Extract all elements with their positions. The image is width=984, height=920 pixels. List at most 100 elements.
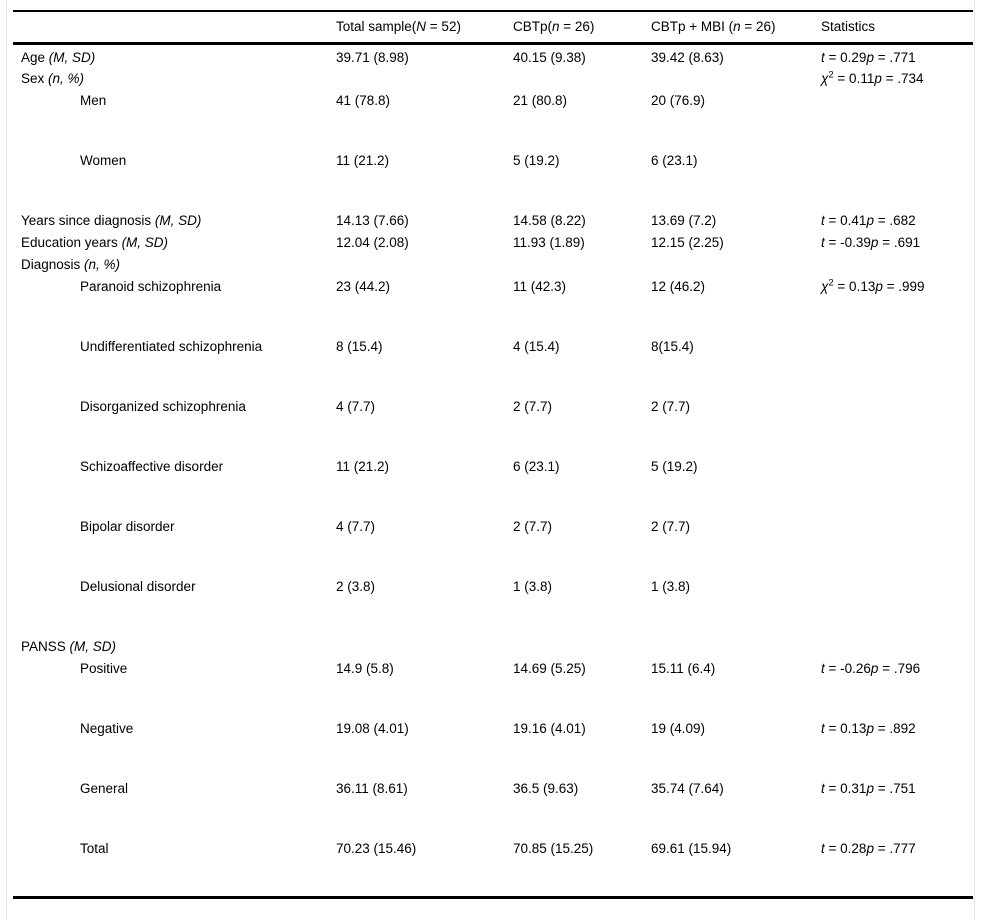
cell-total-sample: 8 (15.4)	[336, 338, 383, 354]
cell-total-sample: 2 (3.8)	[336, 578, 376, 594]
cell-cbtp-mbi: 5 (19.2)	[651, 458, 698, 474]
header-total-sample-n: N	[416, 19, 427, 35]
table-row-sex: Sex (n, %) χ2 = 0.11p = .734	[13, 66, 973, 88]
stat-p-value: = .999	[882, 278, 925, 294]
row-label: Undifferentiated schizophrenia	[13, 334, 335, 394]
row-label-paren: (M, SD)	[121, 234, 169, 250]
stat-value: = -0.26	[824, 660, 871, 676]
cell-cbtp-mbi	[650, 634, 820, 656]
row-label: Age (M, SD)	[13, 43, 335, 66]
row-label-paren: (n, %)	[84, 256, 121, 272]
cell-total-sample: 11 (21.2)	[336, 152, 390, 168]
table-row-panss: PANSS (M, SD)	[13, 634, 973, 656]
stat-p-value: = .796	[878, 660, 921, 676]
cell-statistics	[820, 148, 973, 208]
participants-characteristics-table: Total sample(N = 52) CBTp(n = 26) CBTp +…	[13, 10, 973, 899]
cell-total-sample: 36.11 (8.61)	[336, 780, 408, 796]
row-label-text: Total	[80, 840, 109, 856]
row-label: Women	[13, 148, 335, 208]
stat-symbol: t	[821, 780, 825, 796]
cell-statistics	[820, 634, 973, 656]
header-cbtp-n: n	[552, 19, 560, 35]
cell-cbtp: 14.69 (5.25)	[513, 660, 586, 676]
cell-cbtp-mbi: 19 (4.09)	[651, 720, 706, 736]
stat-symbol: t	[821, 660, 825, 676]
stat-value: = 0.28	[824, 840, 867, 856]
cell-statistics	[820, 394, 973, 454]
cell-cbtp: 2 (7.7)	[513, 398, 553, 414]
table-sheet: Total sample(N = 52) CBTp(n = 26) CBTp +…	[6, 0, 975, 920]
cell-cbtp	[512, 634, 650, 656]
cell-statistics	[820, 252, 973, 274]
header-total-sample-text: Total sample(	[336, 19, 417, 35]
cell-total-sample: 4 (7.7)	[336, 518, 376, 534]
row-label: Schizoaffective disorder	[13, 454, 335, 514]
cell-statistics	[820, 574, 973, 634]
cell-statistics: χ2 = 0.13p = .999	[820, 274, 973, 334]
row-label: Years since diagnosis (M, SD)	[13, 208, 335, 230]
row-label-text: Undifferentiated schizophrenia	[80, 338, 263, 354]
cell-total-sample: 4 (7.7)	[336, 398, 376, 414]
row-label-text: PANSS	[21, 638, 70, 654]
table-row-panss-positive: Positive 14.9 (5.8) 14.69 (5.25) 15.11 (…	[13, 656, 973, 716]
cell-total-sample	[335, 634, 512, 656]
header-statistics: Statistics	[820, 11, 973, 45]
cell-statistics	[820, 454, 973, 514]
stat-p-symbol: p	[870, 660, 879, 676]
cell-total-sample	[335, 66, 512, 88]
row-label: Paranoid schizophrenia	[13, 274, 335, 334]
cell-total-sample: 41 (78.8)	[336, 92, 391, 108]
stat-p-symbol: p	[874, 70, 882, 86]
stat-value: = -0.39	[824, 234, 871, 250]
cell-total-sample: 11 (21.2)	[336, 458, 390, 474]
cell-statistics: t = 0.31p = .751	[820, 776, 973, 836]
cell-cbtp: 19.16 (4.01)	[513, 720, 586, 736]
row-label-paren: (n, %)	[48, 70, 85, 86]
header-row: Total sample(N = 52) CBTp(n = 26) CBTp +…	[13, 11, 973, 45]
table-row-panss-general: General 36.11 (8.61) 36.5 (9.63) 35.74 (…	[13, 776, 973, 836]
cell-cbtp-mbi: 35.74 (7.64)	[651, 780, 724, 796]
cell-cbtp: 6 (23.1)	[513, 458, 560, 474]
row-label: Diagnosis (n, %)	[13, 252, 335, 274]
row-label-text: Sex	[21, 70, 49, 86]
stat-p-symbol: p	[866, 49, 874, 65]
stat-symbol: t	[821, 720, 825, 736]
row-label: PANSS (M, SD)	[13, 634, 335, 656]
stat-symbol: t	[821, 234, 825, 250]
stat-p-value: = .734	[881, 70, 924, 86]
table-row-diagnosis: Diagnosis (n, %)	[13, 252, 973, 274]
cell-cbtp: 36.5 (9.63)	[513, 780, 579, 796]
row-label-text: Diagnosis	[21, 256, 85, 272]
cell-cbtp-mbi: 15.11 (6.4)	[651, 660, 716, 676]
cell-cbtp-mbi: 69.61 (15.94)	[651, 840, 732, 856]
cell-statistics: t = -0.39p = .691	[820, 230, 973, 252]
cell-cbtp	[512, 252, 650, 274]
stat-p-symbol: p	[866, 212, 874, 228]
cell-total-sample: 19.08 (4.01)	[336, 720, 409, 736]
cell-total-sample: 12.04 (2.08)	[336, 234, 409, 250]
row-label: Negative	[13, 716, 335, 776]
cell-cbtp: 70.85 (15.25)	[513, 840, 594, 856]
stat-p-value: = .892	[873, 720, 916, 736]
stat-symbol: χ	[821, 278, 829, 294]
row-label: Sex (n, %)	[13, 66, 335, 88]
cell-total-sample: 14.9 (5.8)	[336, 660, 394, 676]
row-label-text: Positive	[80, 660, 128, 676]
stat-p-value: = .771	[873, 49, 916, 65]
row-label-text: Years since diagnosis	[21, 212, 155, 228]
cell-cbtp: 4 (15.4)	[513, 338, 560, 354]
row-label-text: Bipolar disorder	[80, 518, 175, 534]
cell-total-sample: 39.71 (8.98)	[336, 49, 409, 65]
cell-cbtp: 14.58 (8.22)	[513, 212, 586, 228]
table-row-education-years: Education years (M, SD) 12.04 (2.08) 11.…	[13, 230, 973, 252]
stat-p-symbol: p	[866, 840, 874, 856]
stat-symbol: χ	[821, 70, 829, 86]
stat-superscript: 2	[828, 277, 834, 288]
row-label-text: Paranoid schizophrenia	[80, 278, 222, 294]
stat-p-value: = .682	[873, 212, 916, 228]
cell-cbtp-mbi: 8(15.4)	[651, 338, 694, 354]
cell-statistics: t = -0.26p = .796	[820, 656, 973, 716]
cell-cbtp-mbi: 12 (46.2)	[651, 278, 706, 294]
header-cbtp-mbi-text: CBTp + MBI (	[651, 19, 734, 35]
cell-statistics: t = 0.13p = .892	[820, 716, 973, 776]
